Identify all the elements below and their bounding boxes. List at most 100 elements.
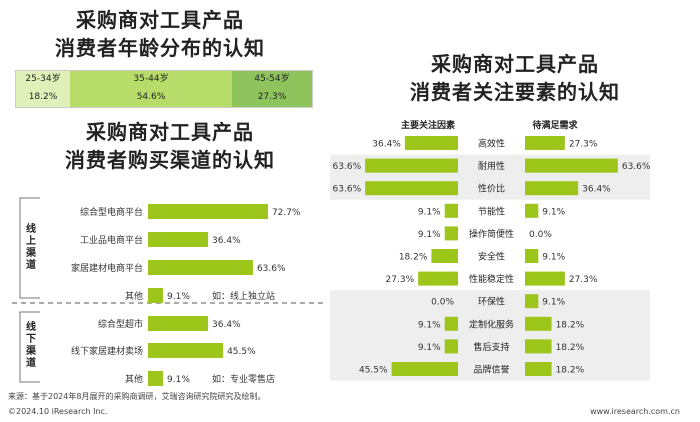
factors-highlight-panel [330,290,650,381]
offline-group-label-char: 线 [26,320,36,333]
online-group-label-char: 线 [26,222,36,235]
online-category-label: 工业品电商平台 [80,234,143,246]
online-value-label: 72.7% [272,208,301,218]
right-series-value-label: 9.1% [542,253,565,263]
offline-value-label: 9.1% [167,375,190,385]
right-series-bar [525,362,552,376]
age-chart-title: 采购商对工具产品 消费者年龄分布的认知 [20,6,300,62]
factor-category-label: 定制化服务 [469,318,514,330]
age-segment-2-label: 35-44岁 [133,74,169,84]
offline-group-label-char: 下 [26,333,36,345]
online-category-label: 家居建材电商平台 [71,262,143,274]
age-segment-3-label: 45-54岁 [254,74,290,84]
offline-other-note: 如：专业零售店 [212,373,275,385]
left-series-value-label: 18.2% [399,253,428,263]
left-series-bar [365,181,458,196]
factor-category-label: 耐用性 [478,160,505,172]
age-segment-1: 25-34岁 18.2% [16,71,70,107]
right-series-value-label: 63.6% [622,162,651,172]
offline-bar [148,371,164,386]
left-series-bar [404,136,458,150]
offline-category-label: 其他 [125,373,143,385]
factors-chart-title: 采购商对工具产品 消费者关注要素的认知 [350,50,680,106]
right-series-bar [525,339,552,354]
left-series-value-label: 9.1% [418,343,441,353]
right-series-bar [525,316,552,331]
series-header-left: 主要关注因素 [401,119,455,131]
factors-title-line2: 消费者关注要素的认知 [410,80,620,104]
right-series-value-label: 0.0% [529,230,552,240]
online-bar [148,288,164,303]
right-series-bar [525,271,565,286]
offline-bar [148,316,209,331]
online-category-label: 综合型电商平台 [80,206,143,218]
left-series-value-label: 63.6% [333,185,362,195]
online-group-label-char: 上 [26,234,36,247]
age-segment-1-label: 25-34岁 [25,74,61,84]
factor-category-label: 操作简便性 [469,228,514,240]
left-series-value-label: 27.3% [386,275,415,285]
factor-category-label: 品牌信誉 [473,364,509,376]
offline-bar [148,343,224,358]
offline-category-label: 线下家居建材卖场 [71,345,143,357]
left-series-bar [444,203,458,218]
channel-title-line2: 消费者购买渠道的认知 [65,148,275,172]
factor-category-label: 售后支持 [473,341,509,353]
right-series-value-label: 18.2% [556,320,585,330]
right-series-bar [525,294,539,309]
left-series-value-label: 9.1% [418,230,441,240]
left-series-value-label: 45.5% [359,366,388,376]
right-series-bar [525,158,618,173]
factor-category-label: 安全性 [478,251,505,263]
offline-value-label: 45.5% [227,347,256,357]
left-series-value-label: 9.1% [418,207,441,217]
left-series-bar [444,339,458,354]
online-value-label: 36.4% [212,236,241,246]
left-series-bar [444,226,458,241]
online-category-label: 其他 [125,290,143,302]
factor-category-label: 高效性 [478,138,505,150]
online-group-label-char: 道 [26,258,36,271]
online-bar [148,260,253,275]
left-series-bar [365,158,458,173]
age-segment-2: 35-44岁 54.6% [70,71,232,107]
left-series-value-label: 9.1% [418,320,441,330]
online-value-label: 9.1% [167,292,190,302]
offline-group-label-char: 渠 [25,344,37,357]
age-title-line2: 消费者年龄分布的认知 [55,36,265,60]
age-title-line1: 采购商对工具产品 [76,8,244,32]
offline-value-label: 36.4% [212,320,241,330]
right-series-bar [525,203,539,218]
offline-group-bracket [19,311,40,383]
online-group-bracket [19,197,40,299]
offline-category-label: 综合型超市 [98,318,143,330]
left-series-bar [391,362,458,376]
left-series-bar [431,249,458,263]
series-header-right: 待满足需求 [532,119,578,131]
factor-category-label: 性价比 [478,183,505,195]
age-segment-3: 45-54岁 27.3% [232,71,312,107]
left-series-value-label: 63.6% [333,162,362,172]
factor-category-label: 节能性 [478,205,505,217]
online-value-label: 63.6% [257,264,286,274]
left-series-value-label: 36.4% [372,140,401,150]
source-note: 来源：基于2024年8月展开的采购商调研，艾瑞咨询研究院研究及绘制。 [8,392,266,401]
website: www.iresearch.com.cn [590,407,680,416]
factor-category-label: 环保性 [478,296,505,308]
factors-title-line1: 采购商对工具产品 [431,52,599,76]
right-series-value-label: 27.3% [569,140,598,150]
age-segment-3-value: 27.3% [257,92,287,102]
right-series-bar [525,249,539,263]
right-series-value-label: 18.2% [556,366,585,376]
factor-category-label: 性能稳定性 [469,273,514,285]
online-other-note: 如：线上独立站 [212,290,275,302]
right-series-bar [525,136,565,150]
age-segment-2-value: 54.6% [136,92,166,102]
online-bar [148,204,268,219]
left-series-bar [444,316,458,331]
right-series-value-label: 36.4% [582,185,611,195]
online-bar [148,232,209,247]
channel-title-line1: 采购商对工具产品 [86,120,254,144]
